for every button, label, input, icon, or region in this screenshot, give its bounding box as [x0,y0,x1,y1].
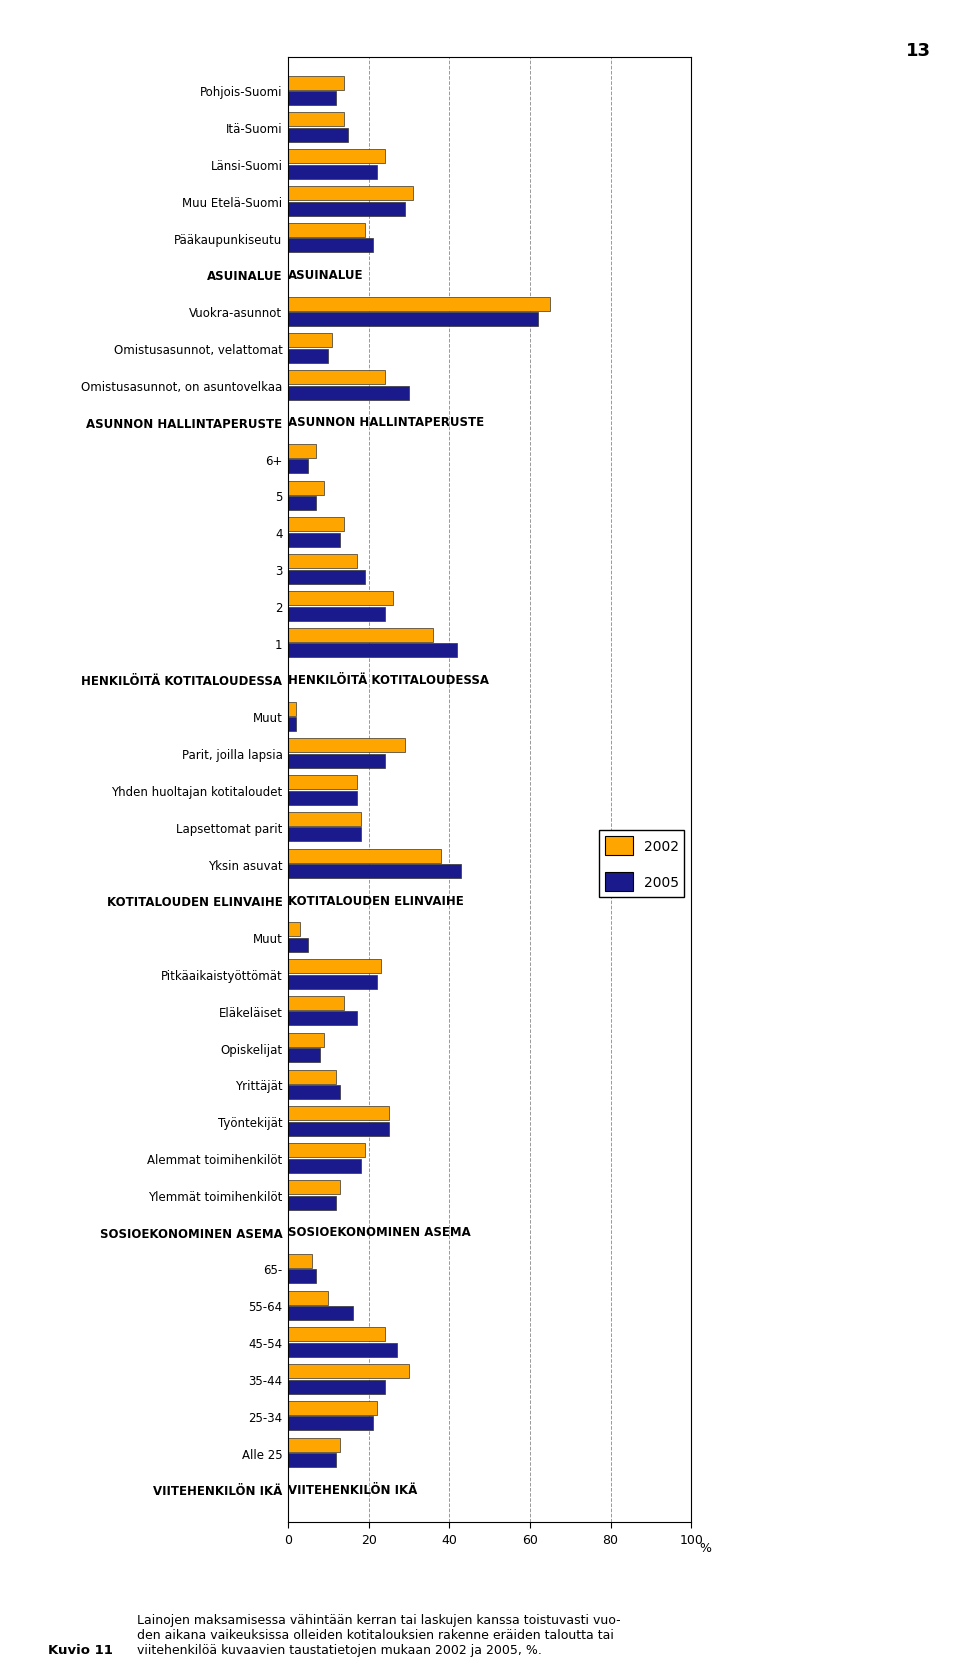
Bar [288,960,381,973]
Bar [288,1160,361,1173]
Bar [288,790,356,805]
Bar [288,498,316,511]
Bar [288,849,442,864]
Bar [288,1070,336,1083]
Bar [288,938,308,952]
Bar [288,534,341,547]
Bar [288,1270,316,1283]
Bar [288,1033,324,1047]
Bar [288,113,345,128]
Bar [288,775,356,790]
Bar [288,717,296,732]
Bar [288,1453,336,1468]
Bar [288,571,365,584]
Bar [288,371,385,384]
Bar [288,298,550,311]
Bar [288,203,405,216]
Bar [288,459,308,474]
Legend: 2002, 2005: 2002, 2005 [599,830,684,897]
Bar [288,702,296,716]
Bar [288,1438,341,1453]
Bar [288,1107,389,1122]
Bar [288,1401,376,1414]
Bar [288,92,336,106]
Bar [288,1343,396,1358]
Bar [288,481,324,496]
Bar [288,150,385,165]
Text: ASUINALUE: ASUINALUE [288,270,364,281]
Bar [288,186,413,201]
Text: Lainojen maksamisessa vähintään kerran tai laskujen kanssa toistuvasti vuo-
   d: Lainojen maksamisessa vähintään kerran t… [125,1612,620,1656]
Bar [288,1291,328,1305]
Bar [288,997,345,1010]
Bar [288,629,433,642]
Bar [288,1143,365,1158]
Bar [288,386,409,401]
Text: %: % [699,1541,711,1554]
Text: Kuvio 11: Kuvio 11 [48,1642,113,1656]
Bar [288,223,365,238]
Bar [288,1416,372,1431]
Bar [288,1085,341,1100]
Bar [288,924,300,937]
Bar [288,607,385,621]
Bar [288,829,361,842]
Bar [288,1048,321,1063]
Bar [288,349,328,364]
Bar [288,1364,409,1378]
Bar [288,128,348,143]
Text: KOTITALOUDEN ELINVAIHE: KOTITALOUDEN ELINVAIHE [288,894,464,907]
Bar [288,865,462,879]
Text: HENKILÖITÄ KOTITALOUDESSA: HENKILÖITÄ KOTITALOUDESSA [288,674,489,687]
Bar [288,754,385,769]
Bar [288,444,316,459]
Text: 13: 13 [906,42,931,60]
Bar [288,644,457,657]
Text: SOSIOEKONOMINEN ASEMA: SOSIOEKONOMINEN ASEMA [288,1225,470,1238]
Bar [288,975,376,988]
Bar [288,334,332,348]
Bar [288,1122,389,1137]
Bar [288,1012,356,1027]
Bar [288,1328,385,1341]
Bar [288,518,345,532]
Bar [288,1180,341,1195]
Bar [288,1196,336,1210]
Bar [288,77,345,90]
Bar [288,812,361,827]
Bar [288,739,405,752]
Text: VIITEHENKILÖN IKÄ: VIITEHENKILÖN IKÄ [288,1483,418,1496]
Bar [288,592,393,606]
Text: ASUNNON HALLINTAPERUSTE: ASUNNON HALLINTAPERUSTE [288,416,484,429]
Bar [288,166,376,180]
Bar [288,554,356,569]
Bar [288,240,372,253]
Bar [288,1379,385,1394]
Bar [288,1306,352,1320]
Bar [288,1255,312,1268]
Bar [288,313,538,326]
